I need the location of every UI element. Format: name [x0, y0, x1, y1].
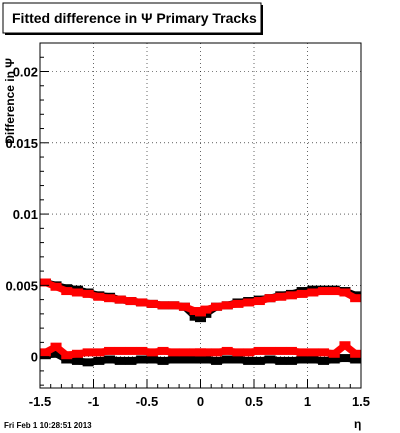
data-bridge [162, 356, 175, 365]
x-tick-label: -0.5 [136, 394, 158, 409]
series-3 [39, 341, 362, 360]
data-bridge [141, 298, 153, 308]
data-bridge [226, 347, 239, 356]
data-bridge [344, 354, 357, 363]
data-bridge [332, 342, 348, 357]
data-bridge [248, 297, 260, 306]
data-bridge [248, 347, 260, 356]
data-bridge [44, 279, 58, 291]
data-bridge [237, 298, 250, 308]
data-bridge [312, 287, 325, 296]
x-axis-label: η [354, 417, 361, 431]
data-bridge [119, 296, 132, 305]
data-bridge [342, 342, 358, 357]
y-tick-label: 0 [31, 350, 38, 365]
data-bridge [109, 294, 121, 304]
x-tick-label: -1 [88, 394, 100, 409]
data-bridge [151, 347, 164, 356]
chart-title: Fitted difference in Ψ Primary Tracks [12, 10, 257, 26]
axis-ticks: -1.5 -1 -0.5 0 0.5 1 1.5 0 0.005 0.01 0.015 0.02 [5, 56, 370, 409]
y-tick-label: 0.02 [13, 65, 38, 80]
data-bridge [204, 303, 218, 313]
title-shadow-right [261, 5, 263, 35]
x-tick-label: 0.5 [245, 394, 263, 409]
data-bridge [66, 287, 78, 296]
data-bridge [269, 356, 282, 365]
data-bridge [290, 347, 303, 356]
title-box: Fitted difference in Ψ Primary Tracks [2, 2, 263, 35]
data-bridge [312, 356, 325, 365]
data-bridge [162, 347, 175, 356]
data-bridge [216, 356, 228, 365]
title-frame [2, 2, 262, 34]
series-2 [39, 349, 362, 367]
data-bridge [76, 289, 89, 298]
x-tick-label: 1.5 [352, 394, 370, 409]
x-tick-label: 1 [304, 394, 311, 409]
data-bridge [76, 357, 89, 366]
data-bridge [258, 356, 271, 365]
series-1 [39, 278, 362, 317]
y-tick-label: 0.015 [5, 136, 38, 151]
data-bridge [269, 293, 282, 302]
data-bridge [66, 356, 78, 365]
data-bridge [198, 306, 208, 316]
data-bridge [280, 291, 292, 301]
data-bridge [43, 343, 58, 356]
data-bridge [54, 283, 69, 295]
y-tick-label: 0.005 [5, 278, 38, 293]
data-bridge [194, 313, 202, 322]
data-bridge [258, 294, 271, 305]
data-bridge [53, 343, 69, 358]
data-bridge [109, 356, 121, 365]
data-bridge [87, 290, 100, 301]
data-bridge [130, 297, 143, 306]
data-bridge [173, 301, 185, 311]
y-tick-label: 0.01 [13, 207, 38, 222]
data-bridge [87, 357, 100, 366]
data-bridge [66, 350, 78, 359]
y-axis-label: Difference in Ψ [3, 58, 17, 144]
data-bridge [194, 307, 202, 316]
data-bridge [290, 356, 303, 365]
data-bridge [130, 356, 143, 365]
data-bridge [205, 356, 218, 365]
data-bridge [98, 356, 111, 365]
data-bridge [76, 348, 89, 358]
data-bridge [216, 301, 228, 311]
data-series [39, 278, 362, 367]
data-bridge [237, 356, 250, 365]
data-bridge [226, 300, 239, 309]
data-bridge [333, 354, 346, 363]
data-bridge [290, 290, 303, 299]
data-bridge [323, 356, 335, 365]
data-bridge [151, 356, 164, 365]
data-bridge [333, 287, 346, 296]
data-bridge [301, 289, 314, 298]
data-bridge [98, 293, 111, 302]
data-bridge [323, 348, 335, 358]
data-bridge [343, 289, 358, 302]
x-tick-label: 0 [197, 394, 204, 409]
data-bridge [216, 347, 228, 356]
x-tick-label: -1.5 [29, 394, 51, 409]
title-shadow-bottom [5, 33, 263, 35]
data-bridge [141, 347, 153, 356]
data-bridge [183, 303, 197, 315]
timestamp: Fri Feb 1 10:28:51 2013 [4, 421, 92, 430]
data-bridge [151, 300, 164, 309]
data-bridge [98, 347, 111, 356]
